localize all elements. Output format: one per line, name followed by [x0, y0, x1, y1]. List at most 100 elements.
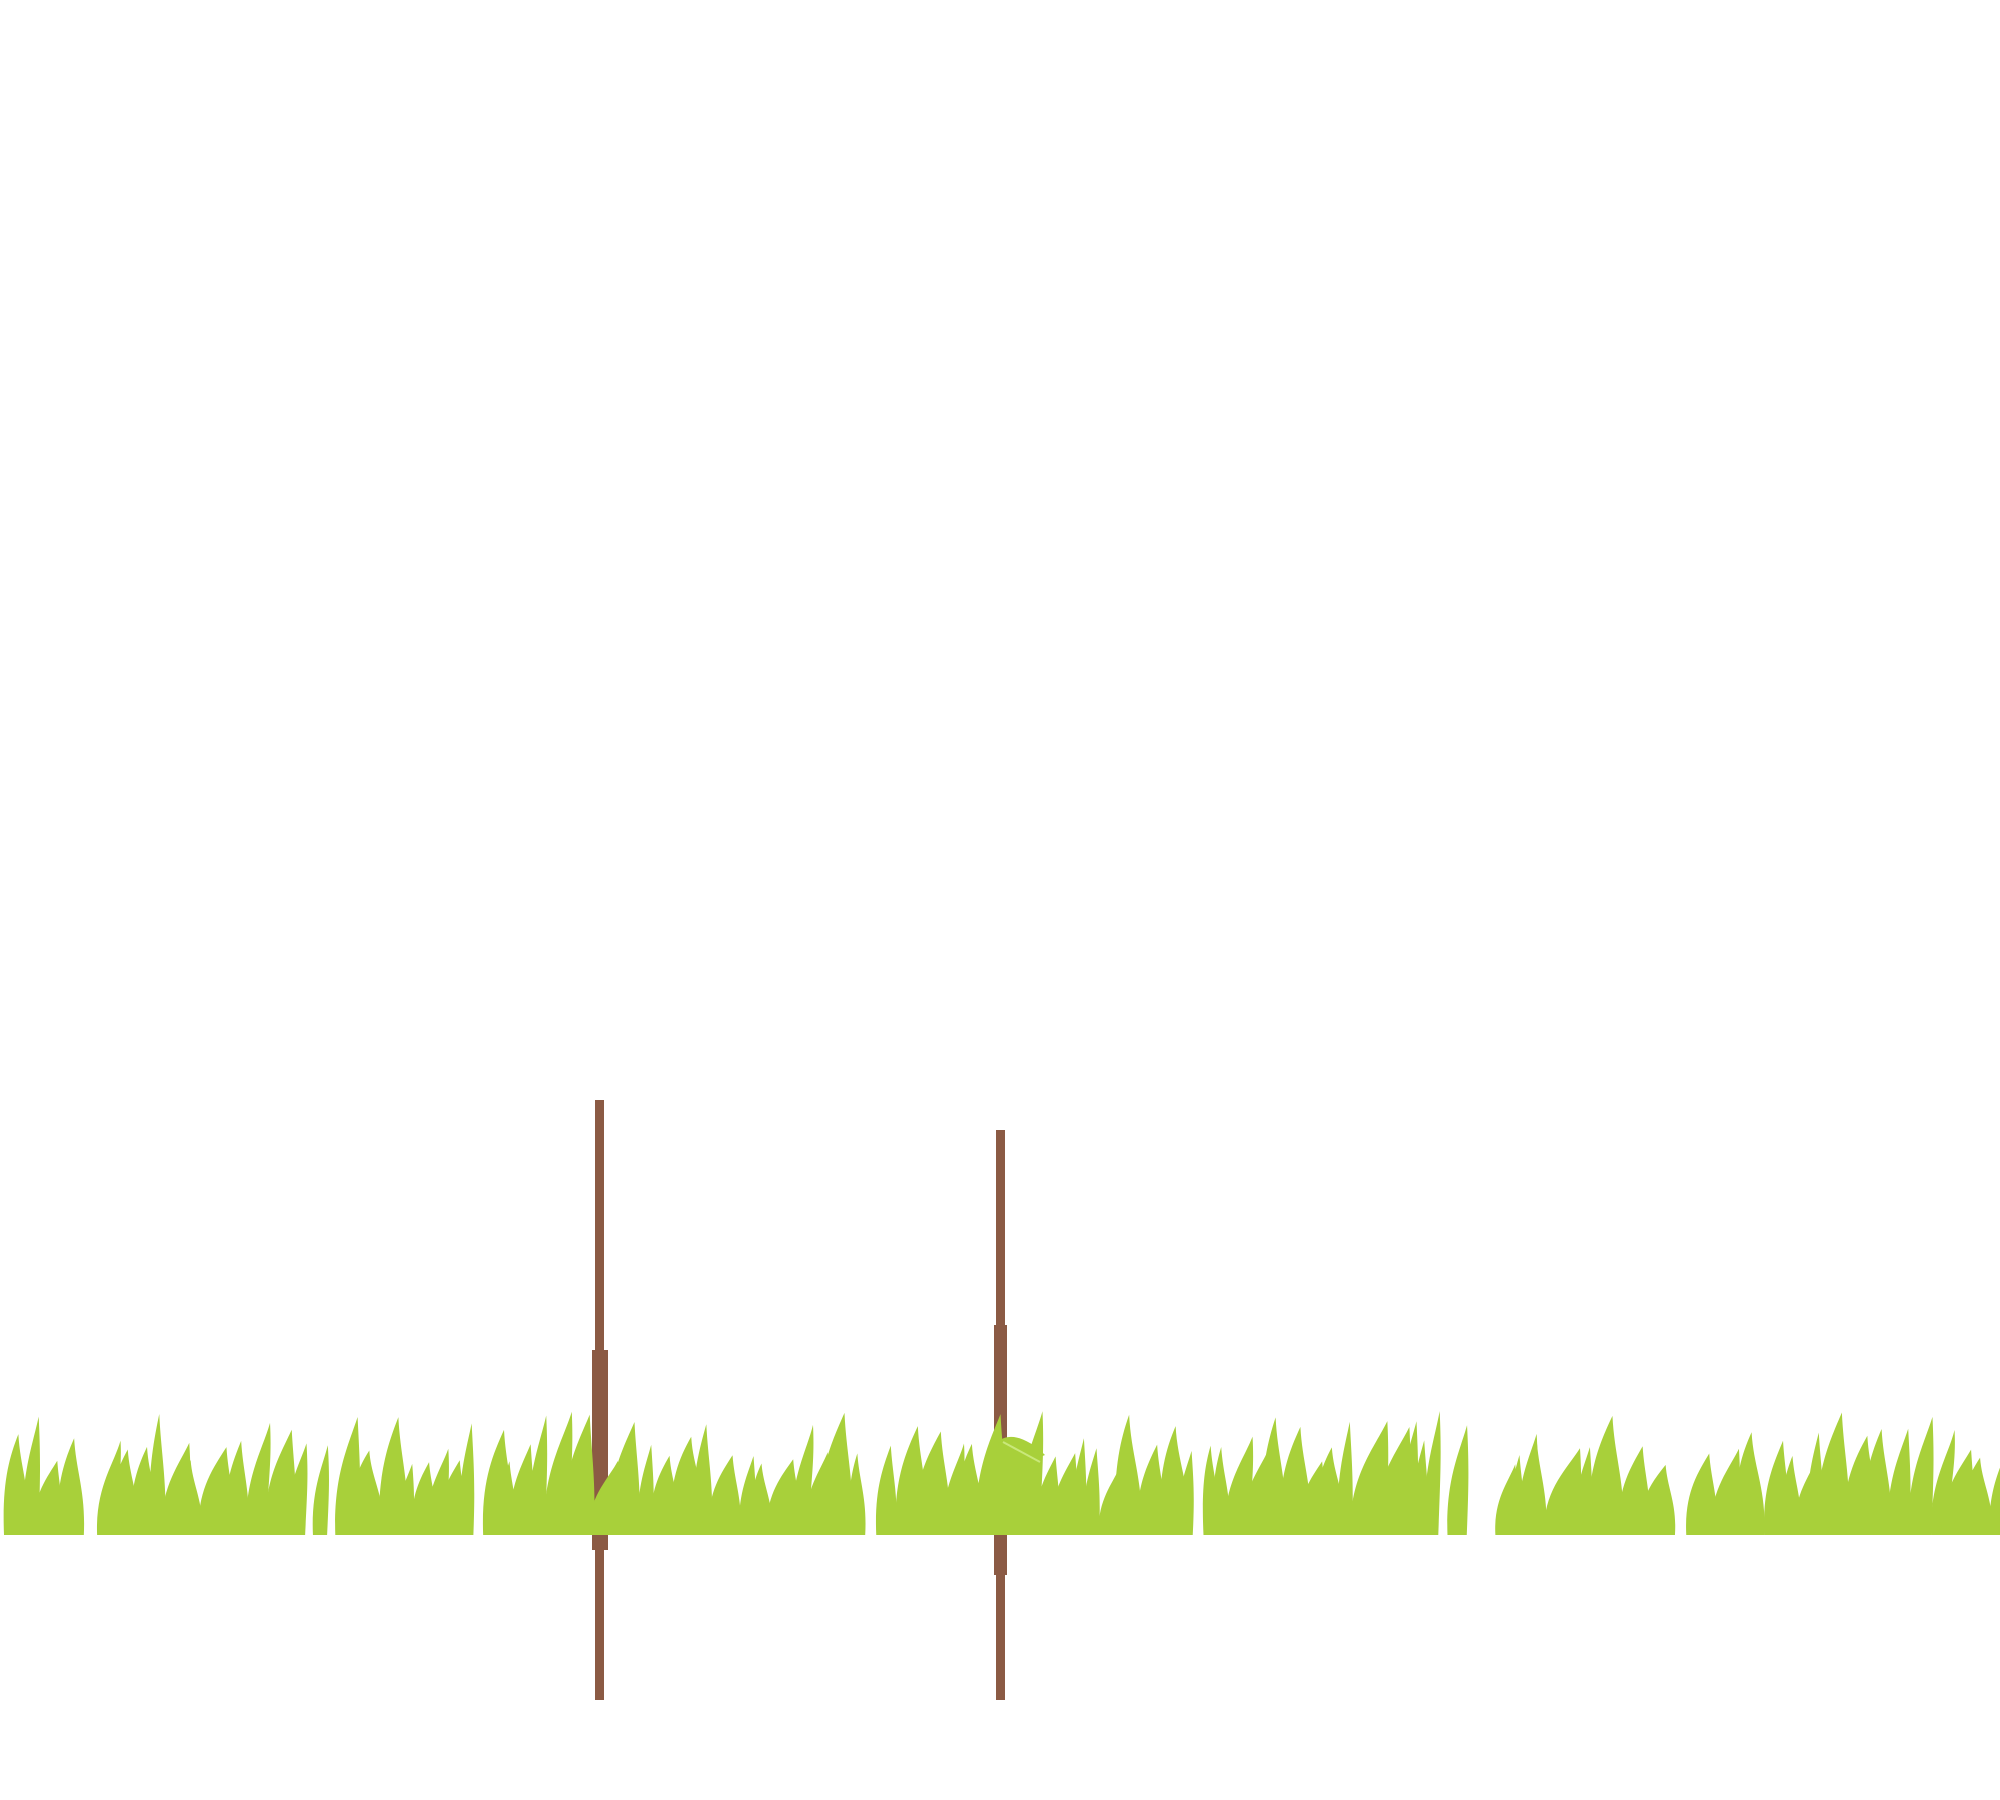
grass-blade	[286, 1443, 308, 1535]
grass-spike	[1853, 1521, 1862, 1535]
grass-spike	[1915, 1521, 1924, 1535]
grass-spike	[387, 1521, 396, 1535]
grass-blade	[312, 1445, 329, 1535]
grass-spike	[811, 1521, 820, 1535]
grass-blade	[509, 1444, 534, 1535]
grass-blade	[177, 1460, 203, 1535]
grass-spike	[1145, 1521, 1154, 1535]
sprout-leaf-vein	[1002, 1441, 1041, 1463]
grass-blade	[875, 1445, 897, 1535]
grass-spike	[828, 1521, 837, 1535]
grass-spike	[1695, 1521, 1704, 1535]
grass-spike	[209, 1521, 218, 1535]
grass-blade	[637, 1444, 654, 1535]
grass-blade	[224, 1440, 250, 1535]
grass-blade	[818, 1412, 853, 1535]
grass-spike	[642, 1521, 651, 1535]
grass-spike	[757, 1521, 766, 1535]
grass-spike	[1269, 1521, 1278, 1535]
grass-blade	[1136, 1444, 1166, 1535]
grass-blade	[1017, 1411, 1044, 1535]
grass-spike	[1218, 1521, 1227, 1535]
grass-spike	[595, 1521, 604, 1535]
grass-blade	[1710, 1448, 1740, 1535]
grass-blade	[1887, 1428, 1911, 1535]
grass-blade	[1639, 1464, 1676, 1535]
grass-spike	[698, 1521, 707, 1535]
grass-blade	[396, 1463, 415, 1535]
grass-spike	[1871, 1521, 1880, 1535]
grass-spike	[1341, 1521, 1350, 1535]
grass-blade	[708, 1455, 742, 1535]
grass-spike	[154, 1521, 163, 1535]
grass-spike	[1087, 1521, 1096, 1535]
grass-blade	[1863, 1428, 1892, 1535]
grass-spike	[463, 1521, 472, 1535]
grass-blade	[1544, 1448, 1582, 1535]
grass-spike	[984, 1521, 993, 1535]
grass-spike	[1500, 1521, 1509, 1535]
grass-spike	[1554, 1521, 1563, 1535]
grass-blade	[245, 1422, 271, 1535]
grass-spike	[1535, 1521, 1544, 1535]
grass-spike	[118, 1521, 127, 1535]
grass-spike	[1579, 1521, 1588, 1535]
grass-blade	[458, 1423, 475, 1535]
grass-blade	[608, 1421, 640, 1535]
grass-spike	[1894, 1521, 1903, 1535]
grass-blade	[33, 1460, 63, 1535]
grass-spike	[551, 1521, 560, 1535]
grass-spike	[169, 1521, 178, 1535]
grass-blade	[57, 1438, 85, 1535]
grass-spike	[533, 1521, 542, 1535]
grass-blade	[1574, 1447, 1593, 1535]
grass-blade	[1960, 1457, 1993, 1535]
grass-blade	[1816, 1412, 1850, 1535]
grass-blade	[848, 1453, 866, 1535]
grass-spike	[1404, 1521, 1413, 1535]
grass-blade	[1734, 1432, 1765, 1535]
grass-spike	[1718, 1521, 1727, 1535]
grass-spike	[401, 1521, 410, 1535]
sprout-leaf	[994, 1436, 1045, 1500]
grass-spike	[659, 1521, 668, 1535]
grass-blade	[149, 1414, 166, 1535]
grass-spike	[1951, 1521, 1960, 1535]
grass-spike	[317, 1521, 326, 1535]
grass-spike	[1058, 1521, 1067, 1535]
grass-spike	[185, 1521, 194, 1535]
grass-spike	[1289, 1521, 1298, 1535]
grass-spike	[1182, 1521, 1191, 1535]
grass-spike	[516, 1521, 525, 1535]
grass-blade	[1587, 1415, 1624, 1535]
grass-spike	[138, 1521, 147, 1535]
grass-blade	[349, 1450, 384, 1535]
grass-blade	[527, 1415, 548, 1535]
grass-spike	[1024, 1521, 1033, 1535]
grass-spike	[1384, 1521, 1393, 1535]
grass-spike	[342, 1521, 351, 1535]
grass-blade	[1423, 1411, 1441, 1535]
grass-spike	[251, 1521, 260, 1535]
grass-blade	[1908, 1416, 1934, 1535]
grass-blade	[562, 1414, 595, 1535]
sprout-leaf-shape	[994, 1436, 1045, 1500]
grass-spike	[1324, 1521, 1333, 1535]
grass-blade	[1082, 1448, 1100, 1535]
grass-blade	[692, 1424, 713, 1535]
grass-spike	[905, 1521, 914, 1535]
grass-spike	[419, 1521, 428, 1535]
grass-spike	[1970, 1521, 1979, 1535]
grass-spike	[947, 1521, 956, 1535]
grass-blade	[1114, 1414, 1142, 1535]
grass-blade	[1337, 1421, 1353, 1535]
grass-spike	[618, 1521, 627, 1535]
grass-spike	[854, 1521, 863, 1535]
grass-blade	[1686, 1453, 1718, 1535]
grass-blade	[750, 1463, 773, 1535]
grass-spike	[1826, 1521, 1835, 1535]
grass-blade	[914, 1431, 951, 1535]
grass-blade	[1529, 1437, 1547, 1535]
grass-spike	[572, 1521, 581, 1535]
